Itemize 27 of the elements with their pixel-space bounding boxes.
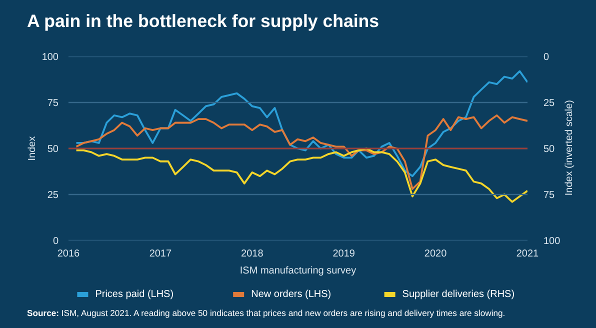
line-series <box>75 114 528 190</box>
x-tick-label: 2017 <box>149 248 172 260</box>
y2-tick-label: 50 <box>544 144 556 155</box>
y-axis-title: Index <box>26 136 38 161</box>
x-tick-label: 2016 <box>57 248 80 260</box>
legend-label: Supplier deliveries (RHS) <box>402 289 515 300</box>
y2-tick-label: 75 <box>544 190 556 201</box>
line-series <box>75 70 528 178</box>
y2-tick-label: 25 <box>544 98 556 109</box>
y2-tick-label: 100 <box>544 236 561 247</box>
legend-label: New orders (LHS) <box>251 289 332 300</box>
y-tick-label: 50 <box>47 144 59 155</box>
x-tick-label: 2020 <box>424 248 448 260</box>
x-tick-label: 2021 <box>516 248 540 260</box>
y-tick-label: 25 <box>47 190 59 201</box>
x-axis-title: ISM manufacturing survey <box>240 266 356 276</box>
x-tick-label: 2018 <box>241 248 264 260</box>
line-series <box>75 148 528 203</box>
source-note: Source: ISM, August 2021. A reading above 50 indicates that prices and new orders are rising and delivery times are slowing. <box>26 307 506 320</box>
y-tick-label: 0 <box>52 236 59 247</box>
y2-tick-label: 0 <box>544 52 550 63</box>
y-tick-label: 75 <box>47 98 59 109</box>
chart-title: A pain in the bottleneck for supply chains <box>26 10 380 33</box>
legend-label: Prices paid (LHS) <box>95 289 174 300</box>
x-tick-label: 2019 <box>332 248 356 260</box>
y2-axis-title: Index (inverted scale) <box>563 100 576 196</box>
y-tick-label: 100 <box>42 52 59 63</box>
